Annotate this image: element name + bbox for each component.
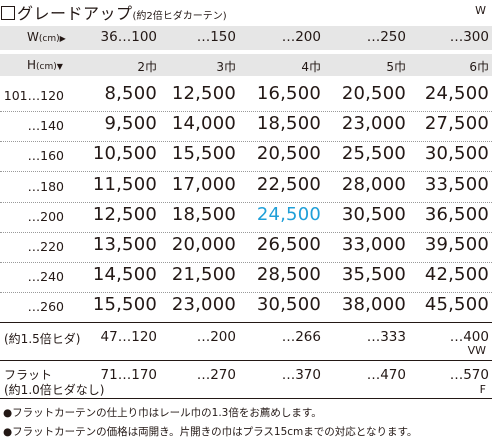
price-cell: 14,000 (171, 113, 236, 135)
note-1: ●フラットカーテンの仕上り巾はレール巾の1.3倍をお薦めします。 (3, 407, 322, 419)
pleat15-width-range: …266 (281, 329, 321, 345)
price-cell: 30,500 (256, 294, 321, 316)
title-main: グレードアップ (17, 4, 133, 23)
price-cell: 28,500 (256, 264, 321, 286)
price-cell: 20,500 (256, 143, 321, 165)
table-row (0, 231, 492, 263)
price-cell: 18,500 (256, 113, 321, 135)
table-row (0, 110, 492, 143)
hab-count-header: 6巾 (469, 60, 489, 74)
table-row (0, 171, 492, 203)
price-cell: 28,000 (341, 173, 406, 195)
checkbox-icon (1, 6, 15, 20)
page-title: グレードアップ(約2倍ヒダカーテン) (1, 0, 227, 24)
right-arrow-icon: ▶ (59, 34, 66, 43)
pleat15-width-range: 47…120 (100, 329, 157, 345)
price-cell: 35,500 (341, 264, 406, 286)
separator (0, 398, 492, 399)
price-cell: 10,500 (92, 143, 157, 165)
price-cell: 11,500 (92, 173, 157, 195)
product-code: W (475, 4, 486, 17)
price-cell: 30,500 (341, 203, 406, 225)
width-range-header: …150 (196, 29, 236, 45)
pleat15-width-range: …200 (196, 329, 236, 345)
flat-width-range: …470 (366, 367, 406, 383)
price-cell: 26,500 (256, 234, 321, 255)
price-cell: 20,000 (171, 234, 236, 255)
down-arrow-icon: ▼ (56, 62, 63, 71)
table-row (0, 261, 492, 294)
pleat15-width-range: …400 (449, 329, 489, 345)
width-header-bar (0, 26, 492, 50)
pleat15-width-range: …333 (366, 329, 406, 345)
width-range-header: …300 (449, 29, 489, 45)
separator (0, 322, 492, 323)
pleat15-label: (約1.5倍ヒダ) (4, 332, 81, 346)
price-cell: 21,500 (171, 264, 236, 286)
price-cell: 17,000 (171, 173, 236, 195)
height-range-label: …240 (27, 269, 64, 285)
flat-label-line1: フラット (4, 368, 53, 382)
hab-count-header: 5巾 (386, 60, 406, 74)
price-cell: 15,500 (92, 294, 157, 316)
separator (0, 360, 492, 361)
height-label: H(cm)▼ (27, 58, 63, 72)
height-range-label: …160 (27, 148, 64, 164)
width-range-header: …200 (281, 29, 321, 45)
price-cell: 39,500 (424, 234, 489, 255)
width-label: W(cm)▶ (27, 30, 66, 44)
price-cell: 15,500 (171, 143, 236, 165)
width-range-header: 36…100 (100, 29, 157, 45)
table-row (0, 140, 492, 173)
hab-header-bar (0, 54, 492, 76)
price-cell: 36,500 (424, 203, 489, 225)
height-range-label: …200 (27, 208, 64, 224)
price-cell: 45,500 (424, 294, 489, 316)
price-cell: 38,000 (341, 294, 406, 316)
price-cell: 27,500 (424, 113, 489, 135)
height-range-label: …260 (27, 299, 64, 315)
hab-count-header: 3巾 (216, 60, 236, 74)
price-cell: 22,500 (256, 173, 321, 195)
height-range-label: …140 (27, 118, 64, 134)
flat-width-range: 71…170 (100, 367, 157, 383)
width-range-header: …250 (366, 29, 406, 45)
height-range-label: 101…120 (3, 88, 64, 103)
price-cell: 16,500 (256, 83, 321, 104)
price-cell: 18,500 (171, 203, 236, 225)
height-range-label: …220 (27, 239, 64, 254)
flat-width-range: …370 (281, 367, 321, 383)
price-cell: 9,500 (104, 113, 157, 135)
price-cell: 8,500 (104, 83, 157, 104)
price-cell: 33,500 (424, 173, 489, 195)
table-row (0, 201, 492, 233)
hab-count-header: 2巾 (137, 60, 157, 74)
height-range-label: …180 (27, 178, 64, 194)
price-cell: 42,500 (424, 264, 489, 286)
price-cell: 13,500 (92, 234, 157, 255)
price-cell: 25,500 (341, 143, 406, 165)
table-row (0, 80, 492, 112)
price-cell: 33,000 (341, 234, 406, 255)
price-cell: 14,500 (92, 264, 157, 286)
price-cell: 12,500 (171, 83, 236, 104)
price-cell: 30,500 (424, 143, 489, 165)
price-cell: 24,500 (424, 83, 489, 104)
flat-width-range: …570 (449, 367, 489, 383)
flat-label-line2: (約1.0倍ヒダなし) (4, 383, 105, 397)
flat-width-range: …270 (196, 367, 236, 383)
price-cell: 24,500 (256, 203, 321, 225)
price-cell: 12,500 (92, 203, 157, 225)
price-cell: 20,500 (341, 83, 406, 104)
price-cell: 23,000 (341, 113, 406, 135)
note-2: ●フラットカーテンの価格は両開き。片開きの巾はプラス15cmまでの対応となります… (3, 426, 418, 438)
flat-code: F (479, 383, 486, 396)
title-sub: (約2倍ヒダカーテン) (132, 11, 227, 22)
price-cell: 23,000 (171, 294, 236, 316)
pleat15-code: VW (467, 344, 486, 357)
hab-count-header: 4巾 (301, 60, 321, 74)
